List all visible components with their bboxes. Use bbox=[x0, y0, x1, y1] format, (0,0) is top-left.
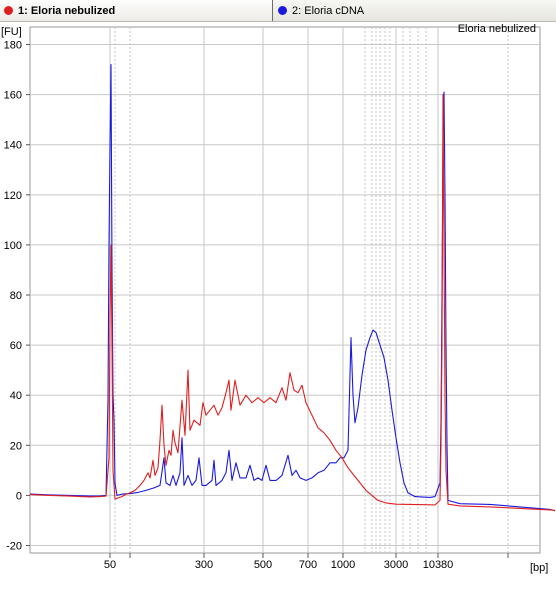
y-axis-label: [FU] bbox=[1, 26, 22, 38]
series-group bbox=[29, 64, 556, 512]
y-tick-label: 0 bbox=[16, 490, 22, 502]
y-tick-label: 120 bbox=[4, 190, 22, 202]
y-tick-label: 20 bbox=[10, 440, 22, 452]
y-tick-label: 60 bbox=[10, 340, 22, 352]
series-line-2 bbox=[29, 64, 556, 512]
y-tick-label: 140 bbox=[4, 140, 22, 152]
y-tick-label: 40 bbox=[10, 390, 22, 402]
x-tick-label: 50 bbox=[104, 559, 116, 571]
x-tick-label: 3000 bbox=[384, 559, 408, 571]
tab-sample-1-label: 1: Eloria nebulized bbox=[18, 4, 116, 17]
sample-1-color-dot bbox=[4, 6, 13, 15]
sample-tab-bar: 1: Eloria nebulized 2: Eloria cDNA bbox=[0, 0, 556, 22]
tab-sample-1[interactable]: 1: Eloria nebulized bbox=[0, 0, 273, 21]
x-axis: 50 300 500 700 1000 3000 10380 bbox=[104, 553, 509, 571]
tab-sample-2-label: 2: Eloria cDNA bbox=[292, 4, 365, 17]
y-tick-label: 180 bbox=[4, 40, 22, 52]
x-tick-label: 500 bbox=[254, 559, 272, 571]
x-tick-label: 700 bbox=[299, 559, 317, 571]
y-tick-label: 80 bbox=[10, 290, 22, 302]
x-tick-label: 10380 bbox=[423, 559, 454, 571]
series-line-1 bbox=[29, 94, 556, 511]
x-tick-label: 1000 bbox=[331, 559, 355, 571]
y-axis: -20 0 20 40 60 80 100 120 140 160 180 bbox=[4, 40, 30, 552]
electropherogram-chart: -20 0 20 40 60 80 100 120 140 160 180 50 300 500 700 1… bbox=[0, 22, 556, 586]
y-tick-label: -20 bbox=[6, 540, 22, 552]
y-tick-label: 160 bbox=[4, 90, 22, 102]
electropherogram-svg: -20 0 20 40 60 80 100 120 140 160 180 50 300 500 700 1… bbox=[1, 23, 556, 574]
x-axis-label: [bp] bbox=[530, 562, 548, 574]
tab-sample-2[interactable]: 2: Eloria cDNA bbox=[274, 0, 556, 21]
x-tick-label: 300 bbox=[195, 559, 213, 571]
y-tick-label: 100 bbox=[4, 240, 22, 252]
sample-2-color-dot bbox=[278, 6, 287, 15]
chart-title: Eloria nebulized bbox=[458, 23, 536, 35]
